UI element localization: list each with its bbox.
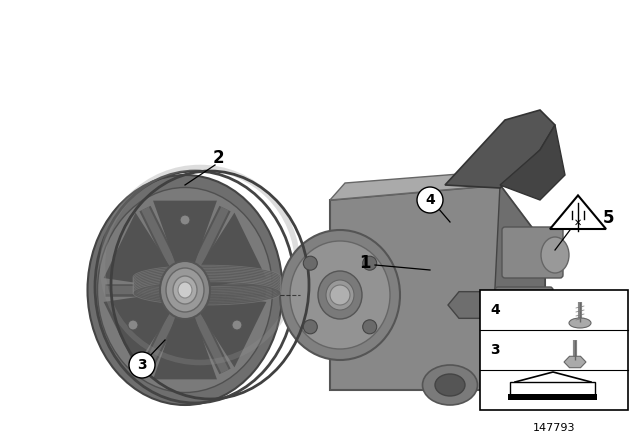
Circle shape — [180, 215, 190, 225]
Polygon shape — [448, 292, 492, 319]
Polygon shape — [445, 110, 555, 188]
Polygon shape — [550, 195, 606, 229]
Text: 4: 4 — [490, 303, 500, 317]
FancyBboxPatch shape — [495, 287, 553, 331]
Circle shape — [128, 320, 138, 330]
Ellipse shape — [527, 329, 549, 351]
Circle shape — [232, 320, 242, 330]
Ellipse shape — [173, 276, 197, 304]
Text: 2: 2 — [212, 149, 224, 167]
Circle shape — [363, 320, 377, 334]
Ellipse shape — [569, 318, 591, 328]
Polygon shape — [564, 356, 586, 368]
Ellipse shape — [166, 268, 204, 312]
Circle shape — [129, 352, 155, 378]
Ellipse shape — [280, 230, 400, 360]
Polygon shape — [330, 170, 510, 200]
Text: 1: 1 — [359, 254, 371, 272]
Polygon shape — [200, 293, 266, 367]
Circle shape — [303, 320, 317, 334]
Text: 3: 3 — [137, 358, 147, 372]
Ellipse shape — [435, 374, 465, 396]
Ellipse shape — [532, 334, 544, 346]
Polygon shape — [104, 293, 170, 367]
Ellipse shape — [541, 336, 569, 364]
Text: 4: 4 — [425, 193, 435, 207]
Circle shape — [330, 285, 350, 305]
Ellipse shape — [290, 241, 390, 349]
Polygon shape — [153, 316, 217, 379]
Circle shape — [303, 256, 317, 270]
Ellipse shape — [326, 280, 354, 310]
Text: 3: 3 — [490, 343, 500, 357]
Ellipse shape — [97, 188, 273, 392]
Circle shape — [363, 256, 377, 270]
Text: 5: 5 — [602, 209, 614, 227]
Polygon shape — [200, 213, 266, 287]
Bar — [508, 394, 597, 400]
Polygon shape — [153, 201, 217, 264]
Text: ✕: ✕ — [574, 218, 582, 228]
Polygon shape — [490, 185, 545, 390]
Polygon shape — [500, 125, 565, 200]
Circle shape — [417, 187, 443, 213]
Ellipse shape — [318, 271, 362, 319]
Bar — [480, 290, 628, 410]
Ellipse shape — [178, 282, 192, 298]
Ellipse shape — [422, 365, 477, 405]
Ellipse shape — [160, 261, 210, 319]
Text: 147793: 147793 — [532, 423, 575, 433]
Polygon shape — [330, 185, 545, 390]
Ellipse shape — [541, 237, 569, 273]
Polygon shape — [104, 213, 170, 287]
Ellipse shape — [88, 175, 282, 405]
FancyBboxPatch shape — [502, 227, 563, 278]
Ellipse shape — [541, 294, 569, 326]
